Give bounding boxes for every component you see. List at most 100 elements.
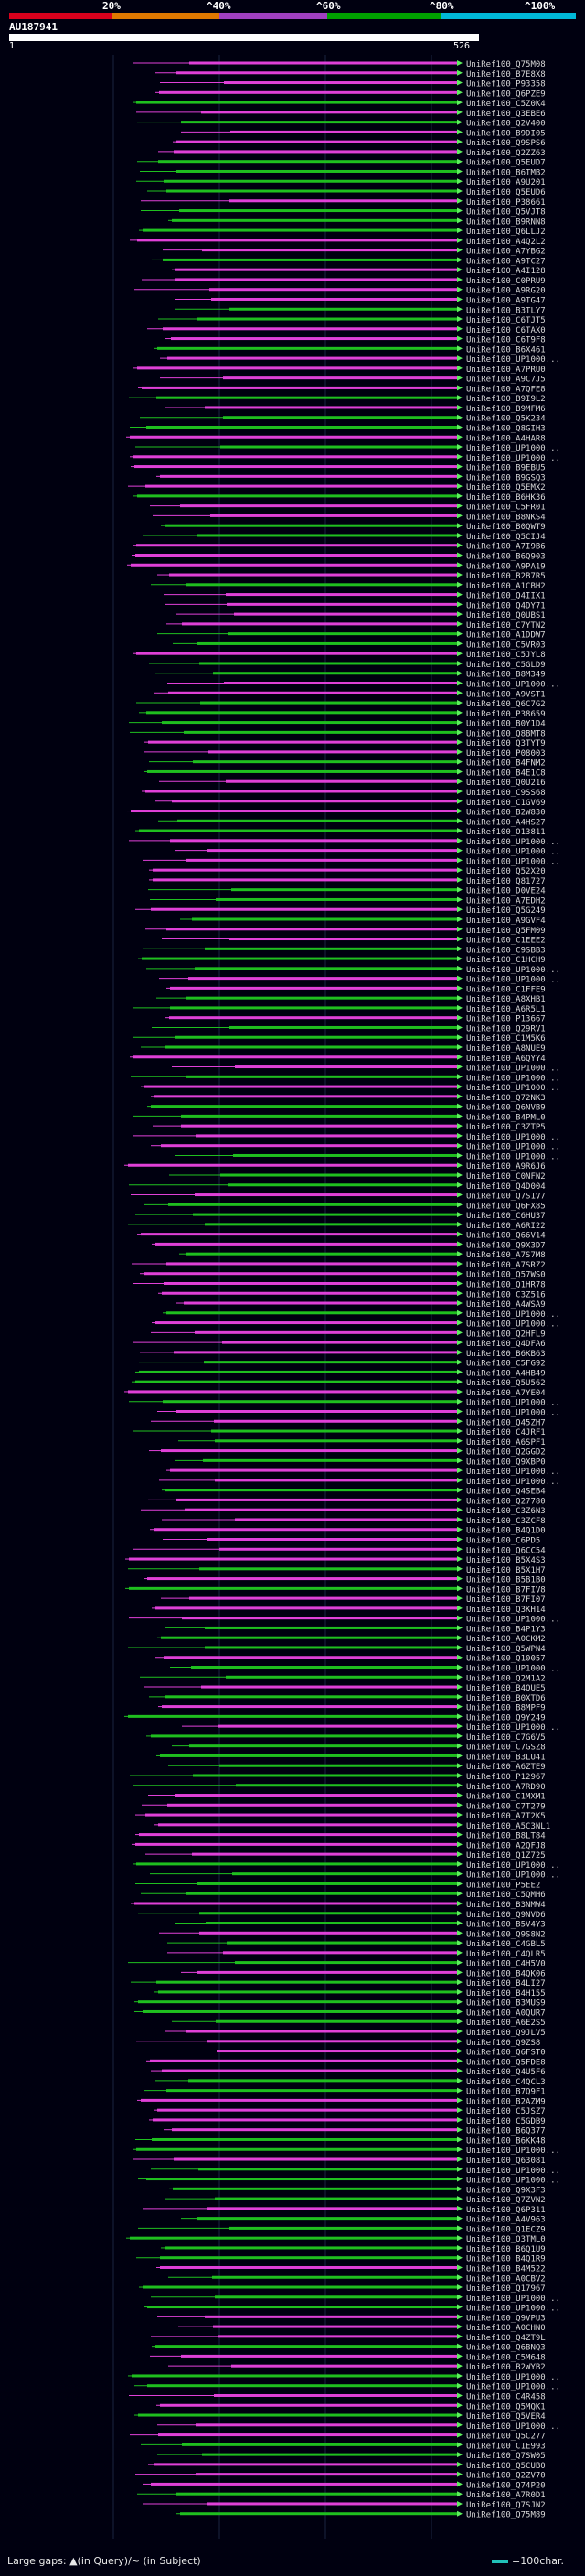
hit-label[interactable]: UniRef100_Q0U216 [466, 779, 546, 788]
hit-label[interactable]: UniRef100_B4QUE5 [466, 1684, 546, 1693]
hit-label[interactable]: UniRef100_B4LI27 [466, 1979, 546, 1988]
hit-label[interactable]: UniRef100_UP1000... [466, 966, 560, 975]
hit-label[interactable]: UniRef100_A4HAR8 [466, 434, 546, 443]
hit-label[interactable]: UniRef100_A7T2K5 [466, 1812, 546, 1821]
hit-label[interactable]: UniRef100_B9GSQ3 [466, 473, 546, 482]
hit-label[interactable]: UniRef100_C4QLR5 [466, 1950, 546, 1959]
hit-label[interactable]: UniRef100_Q9ZS8 [466, 2039, 540, 2048]
hit-label[interactable]: UniRef100_B4Q1D0 [466, 1527, 546, 1536]
hit-label[interactable]: UniRef100_Q5VJT8 [466, 208, 546, 217]
hit-label[interactable]: UniRef100_Q6NVB9 [466, 1104, 546, 1113]
hit-label[interactable]: UniRef100_UP1000... [466, 2295, 560, 2304]
hit-label[interactable]: UniRef100_B6KB63 [466, 1350, 546, 1359]
hit-label[interactable]: UniRef100_A2QFJ8 [466, 1841, 546, 1850]
hit-label[interactable]: UniRef100_UP1000... [466, 1065, 560, 1074]
hit-label[interactable]: UniRef100_Q9X3D7 [466, 1241, 546, 1250]
hit-label[interactable]: UniRef100_C5Z0K4 [466, 100, 546, 109]
hit-label[interactable]: UniRef100_A7PRU0 [466, 366, 546, 375]
hit-label[interactable]: UniRef100_C9SS68 [466, 789, 546, 798]
hit-label[interactable]: UniRef100_A5C3NL1 [466, 1822, 550, 1831]
hit-label[interactable]: UniRef100_A8XHB1 [466, 995, 546, 1004]
hit-label[interactable]: UniRef100_B2AZM9 [466, 2097, 546, 2106]
hit-label[interactable]: UniRef100_C4GBL5 [466, 1940, 546, 1949]
hit-label[interactable]: UniRef100_C4JRF1 [466, 1428, 546, 1437]
hit-label[interactable]: UniRef100_Q52X20 [466, 867, 546, 876]
hit-label[interactable]: UniRef100_B4E1C8 [466, 769, 546, 778]
hit-label[interactable]: UniRef100_C6TAX0 [466, 326, 546, 335]
hit-label[interactable]: UniRef100_P5EE2 [466, 1881, 540, 1890]
hit-label[interactable]: UniRef100_Q2ZV70 [466, 2472, 546, 2481]
hit-label[interactable]: UniRef100_Q6PZE9 [466, 90, 546, 99]
hit-label[interactable]: UniRef100_Q10057 [466, 1655, 546, 1664]
hit-label[interactable]: UniRef100_B3NMW4 [466, 1901, 546, 1910]
hit-label[interactable]: UniRef100_B4FNM2 [466, 759, 546, 769]
hit-label[interactable]: UniRef100_Q75M89 [466, 2511, 546, 2520]
hit-label[interactable]: UniRef100_Q5VER4 [466, 2412, 546, 2422]
hit-label[interactable]: UniRef100_B0Y1D4 [466, 720, 546, 729]
hit-label[interactable]: UniRef100_A9U201 [466, 178, 546, 187]
hit-label[interactable]: UniRef100_Q9Y249 [466, 1713, 546, 1723]
hit-label[interactable]: UniRef100_A7YBG2 [466, 248, 546, 257]
hit-label[interactable]: UniRef100_Q2V400 [466, 120, 546, 129]
hit-label[interactable]: UniRef100_P38661 [466, 198, 546, 207]
hit-label[interactable]: UniRef100_Q4DY71 [466, 601, 546, 610]
hit-label[interactable]: UniRef100_A4V963 [466, 2216, 546, 2225]
hit-label[interactable]: UniRef100_C7YTN2 [466, 621, 546, 631]
hit-label[interactable]: UniRef100_A4WSA9 [466, 1300, 546, 1309]
hit-label[interactable]: UniRef100_Q1HR78 [466, 1280, 546, 1289]
hit-label[interactable]: UniRef100_B6HK36 [466, 493, 546, 503]
hit-label[interactable]: UniRef100_C4H5V0 [466, 1960, 546, 1969]
hit-label[interactable]: UniRef100_A1CBH2 [466, 582, 546, 591]
hit-label[interactable]: UniRef100_A9C7J5 [466, 376, 546, 385]
hit-label[interactable]: UniRef100_B9I9L2 [466, 395, 546, 404]
hit-label[interactable]: UniRef100_B3TLY7 [466, 306, 546, 315]
hit-label[interactable]: UniRef100_UP1000... [466, 1084, 560, 1093]
hit-label[interactable]: UniRef100_D0VE24 [466, 887, 546, 896]
hit-label[interactable]: UniRef100_UP1000... [466, 1478, 560, 1487]
hit-label[interactable]: UniRef100_Q17967 [466, 2284, 546, 2294]
hit-label[interactable]: UniRef100_Q63081 [466, 2157, 546, 2166]
hit-label[interactable]: UniRef100_O13811 [466, 828, 546, 837]
hit-label[interactable]: UniRef100_A6E2S5 [466, 2019, 546, 2028]
hit-label[interactable]: UniRef100_Q7ZVN2 [466, 2196, 546, 2205]
hit-label[interactable]: UniRef100_C1EEE2 [466, 937, 546, 946]
hit-label[interactable]: UniRef100_P93358 [466, 80, 546, 90]
hit-label[interactable]: UniRef100_UP1000... [466, 2167, 560, 2176]
hit-label[interactable]: UniRef100_B6Q377 [466, 2127, 546, 2136]
hit-label[interactable]: UniRef100_Q3KH14 [466, 1606, 546, 1615]
hit-label[interactable]: UniRef100_B6KK48 [466, 2136, 546, 2146]
hit-label[interactable]: UniRef100_Q4SEB4 [466, 1488, 546, 1497]
hit-label[interactable]: UniRef100_Q2HFL9 [466, 1330, 546, 1339]
hit-label[interactable]: UniRef100_A7I9B6 [466, 543, 546, 552]
hit-label[interactable]: UniRef100_UP1000... [466, 1074, 560, 1083]
hit-label[interactable]: UniRef100_Q2ZZ63 [466, 149, 546, 158]
hit-label[interactable]: UniRef100_UP1000... [466, 1408, 560, 1417]
hit-label[interactable]: UniRef100_C1GV69 [466, 799, 546, 808]
hit-label[interactable]: UniRef100_Q6P311 [466, 2206, 546, 2215]
hit-label[interactable]: UniRef100_B8MPF9 [466, 1704, 546, 1713]
hit-label[interactable]: UniRef100_P38659 [466, 710, 546, 719]
hit-label[interactable]: UniRef100_C0NFN2 [466, 1172, 546, 1182]
hit-label[interactable]: UniRef100_Q9X3F3 [466, 2186, 546, 2195]
hit-label[interactable]: UniRef100_B9MFM6 [466, 405, 546, 414]
hit-label[interactable]: UniRef100_Q9NVD6 [466, 1911, 546, 1920]
hit-label[interactable]: UniRef100_A6ZTE9 [466, 1763, 546, 1772]
hit-label[interactable]: UniRef100_Q5EMX2 [466, 483, 546, 493]
hit-label[interactable]: UniRef100_UP1000... [466, 838, 560, 847]
hit-label[interactable]: UniRef100_Q6FST0 [466, 2049, 546, 2058]
hit-label[interactable]: UniRef100_C9SBB3 [466, 946, 546, 955]
hit-label[interactable]: UniRef100_C5FG92 [466, 1360, 546, 1369]
hit-label[interactable]: UniRef100_B8LT84 [466, 1832, 546, 1841]
hit-label[interactable]: UniRef100_C5VR03 [466, 641, 546, 650]
hit-label[interactable]: UniRef100_C6PD5 [466, 1537, 540, 1546]
hit-label[interactable]: UniRef100_A4HB49 [466, 1369, 546, 1378]
hit-label[interactable]: UniRef100_A0QUR7 [466, 2009, 546, 2018]
hit-label[interactable]: UniRef100_Q9XBP0 [466, 1458, 546, 1467]
hit-label[interactable]: UniRef100_Q57WS0 [466, 1271, 546, 1280]
hit-label[interactable]: UniRef100_C0PRU9 [466, 277, 546, 286]
hit-label[interactable]: UniRef100_UP1000... [466, 355, 560, 365]
hit-label[interactable]: UniRef100_C7G6V5 [466, 1733, 546, 1743]
hit-label[interactable]: UniRef100_A9TG47 [466, 296, 546, 305]
hit-label[interactable]: UniRef100_Q4U5F6 [466, 2068, 546, 2077]
hit-label[interactable]: UniRef100_Q27780 [466, 1497, 546, 1506]
